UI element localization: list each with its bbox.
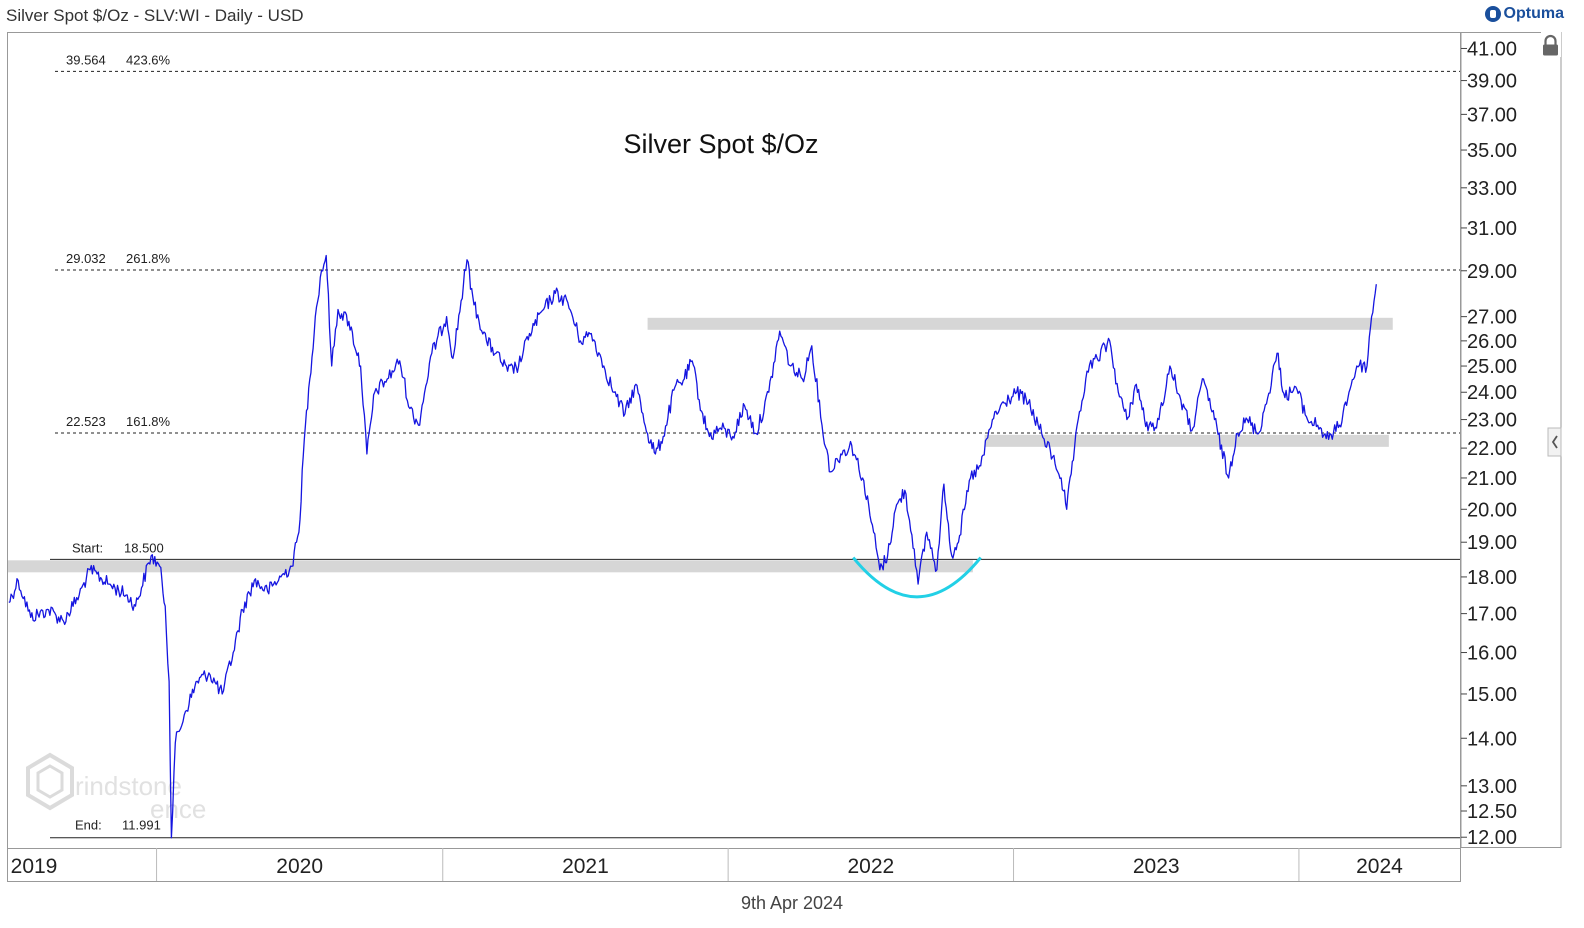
- watermark-text-2: ence: [150, 794, 206, 824]
- grindstone-logo-icon: [26, 752, 74, 811]
- chart-date: 9th Apr 2024: [740, 893, 844, 913]
- y-tick-label-22: 12.50: [1467, 801, 1517, 823]
- fib-pct-label-2: 161.8%: [126, 414, 171, 429]
- start-label: Start:: [72, 540, 103, 555]
- y-tick-label-17: 17.00: [1467, 604, 1517, 626]
- chevron-left-icon[interactable]: [1547, 427, 1562, 457]
- y-tick-label-3: 35.00: [1467, 140, 1517, 162]
- y-tick-label-19: 15.00: [1467, 684, 1517, 706]
- y-tick-label-8: 26.00: [1467, 331, 1517, 353]
- x-tick-label-3: 2022: [847, 855, 894, 878]
- y-tick-label-2: 37.00: [1467, 104, 1517, 126]
- y-tick-label-1: 39.00: [1467, 71, 1517, 93]
- y-tick-label-4: 33.00: [1467, 178, 1517, 200]
- x-axis: 2019 2020 2021 2022 2023 2024: [11, 848, 1403, 881]
- brand-logo[interactable]: Optuma: [1484, 5, 1564, 23]
- band-2: [984, 434, 1389, 447]
- fib-price-label-1: 29.032: [66, 251, 106, 266]
- lock-icon[interactable]: [1541, 32, 1561, 57]
- fib-price-label-2: 22.523: [66, 414, 106, 429]
- y-tick-label-20: 14.00: [1467, 728, 1517, 750]
- brand-name: Optuma: [1503, 5, 1564, 22]
- watermark-text-1: rindstone: [75, 771, 182, 801]
- fib-price-label-0: 39.564: [66, 52, 106, 67]
- price-series: [8, 254, 1377, 839]
- y-tick-label-5: 31.00: [1467, 218, 1517, 240]
- annotations: [852, 556, 982, 599]
- chart-title: Silver Spot $/Oz: [623, 129, 818, 159]
- y-tick-label-9: 25.00: [1467, 356, 1517, 378]
- y-tick-label-16: 18.00: [1467, 567, 1517, 589]
- optuma-logo-icon: [1484, 6, 1501, 22]
- price-line: [8, 254, 1377, 839]
- y-tick-label-14: 20.00: [1467, 499, 1517, 521]
- end-label: End:: [75, 818, 102, 833]
- chart-frame: [7, 32, 1461, 882]
- y-tick-label-23: 12.00: [1467, 827, 1517, 849]
- x-tick-label-0: 2019: [11, 855, 58, 878]
- y-tick-label-12: 22.00: [1467, 438, 1517, 460]
- y-tick-label-18: 16.00: [1467, 643, 1517, 665]
- y-tick-label-0: 41.00: [1467, 38, 1517, 60]
- fib-levels: 39.564 423.6% 29.032 261.8% 22.523 161.8% Star…: [50, 52, 1460, 839]
- band-1: [647, 317, 1393, 330]
- x-tick-label-2: 2021: [562, 855, 609, 878]
- x-tick-label-4: 2023: [1133, 855, 1180, 878]
- fib-pct-label-1: 261.8%: [126, 251, 171, 266]
- chart-header-title: Silver Spot $/Oz - SLV:WI - Daily - USD: [6, 6, 304, 25]
- y-tick-label-15: 19.00: [1467, 532, 1517, 554]
- y-tick-label-11: 23.00: [1467, 410, 1517, 432]
- support-resistance-bands: [8, 317, 1393, 573]
- y-axis-panel: [1460, 32, 1562, 848]
- y-axis: 41.00 39.00 37.00 35.00 33.00 31.00 29.00 27.00…: [1461, 38, 1517, 849]
- start-value: 18.500: [124, 540, 164, 555]
- fib-pct-label-0: 423.6%: [126, 52, 171, 67]
- y-tick-label-13: 21.00: [1467, 468, 1517, 490]
- y-tick-label-10: 24.00: [1467, 382, 1517, 404]
- y-tick-label-6: 29.00: [1467, 261, 1517, 283]
- y-tick-label-21: 13.00: [1467, 776, 1517, 798]
- watermark: rindstone ence: [26, 752, 206, 824]
- end-value: 11.991: [122, 818, 161, 833]
- cup-arc-0: [852, 556, 982, 599]
- x-tick-label-1: 2020: [276, 855, 323, 878]
- x-tick-label-5: 2024: [1356, 855, 1403, 878]
- y-tick-label-7: 27.00: [1467, 307, 1517, 329]
- band-0: [8, 560, 973, 573]
